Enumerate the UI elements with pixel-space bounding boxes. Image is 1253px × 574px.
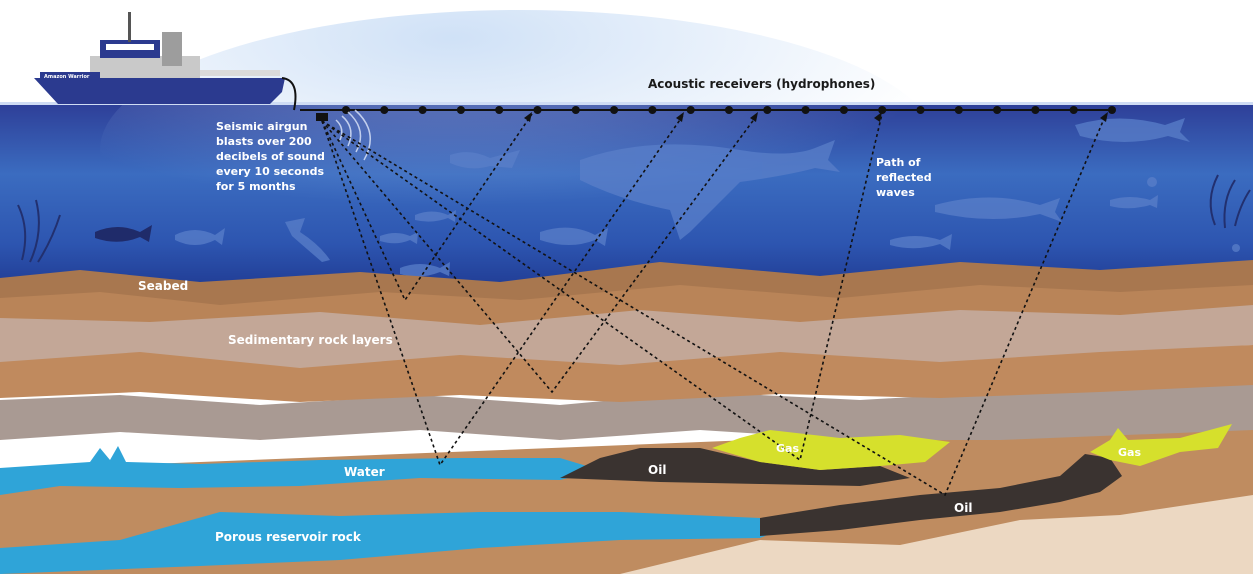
hydrophone — [648, 106, 656, 114]
hydrophone — [534, 106, 542, 114]
airgun-label-line-1: Seismic airgun — [216, 120, 307, 133]
airgun-label-line-4: every 10 seconds — [216, 165, 324, 178]
reflected-label-line-1: Path of — [876, 156, 921, 169]
sedimentary-label: Sedimentary rock layers — [228, 333, 393, 347]
hydrophone — [1070, 106, 1078, 114]
hydrophone — [1031, 106, 1039, 114]
hydrophone — [878, 106, 886, 114]
hydrophone — [917, 106, 925, 114]
airgun-label-line-5: for 5 months — [216, 180, 296, 193]
hydrophone — [840, 106, 848, 114]
hydrophone — [572, 106, 580, 114]
hydrophone-receivers — [342, 106, 1116, 114]
hydrophone — [1108, 106, 1116, 114]
ship-deck-rail — [200, 70, 280, 76]
water-label: Water — [344, 465, 385, 479]
hydrophone — [955, 106, 963, 114]
hydrophone — [457, 106, 465, 114]
oil-left-label: Oil — [648, 463, 666, 477]
oil-right-label: Oil — [954, 501, 972, 515]
seismic-airgun — [316, 113, 328, 121]
hydrophone — [802, 106, 810, 114]
ship-bridge-windows — [106, 44, 154, 50]
hydrophone — [725, 106, 733, 114]
reflected-label-line-2: reflected — [876, 171, 932, 184]
receivers-label: Acoustic receivers (hydrophones) — [648, 77, 875, 91]
hydrophone — [495, 106, 503, 114]
jellyfish-silhouette-2 — [1232, 244, 1240, 252]
ship-funnel — [162, 32, 182, 66]
reservoir-label: Porous reservoir rock — [215, 530, 362, 544]
jellyfish-silhouette — [1147, 177, 1157, 187]
hydrophone — [419, 106, 427, 114]
hydrophone — [610, 106, 618, 114]
seabed-label: Seabed — [138, 279, 188, 293]
ship-superstructure — [90, 56, 200, 78]
reflected-label-line-3: waves — [876, 186, 915, 199]
ship-name: Amazon Warrior — [44, 74, 90, 80]
hydrophone — [380, 106, 388, 114]
gas-right-label: Gas — [1118, 446, 1141, 459]
hydrophone — [763, 106, 771, 114]
gas-left-label: Gas — [776, 442, 799, 455]
hydrophone — [993, 106, 1001, 114]
airgun-label-line-2: blasts over 200 — [216, 135, 312, 148]
airgun-label-line-3: decibels of sound — [216, 150, 325, 163]
ship-hull — [34, 78, 285, 104]
ship-mast — [128, 12, 131, 42]
hydrophone — [687, 106, 695, 114]
